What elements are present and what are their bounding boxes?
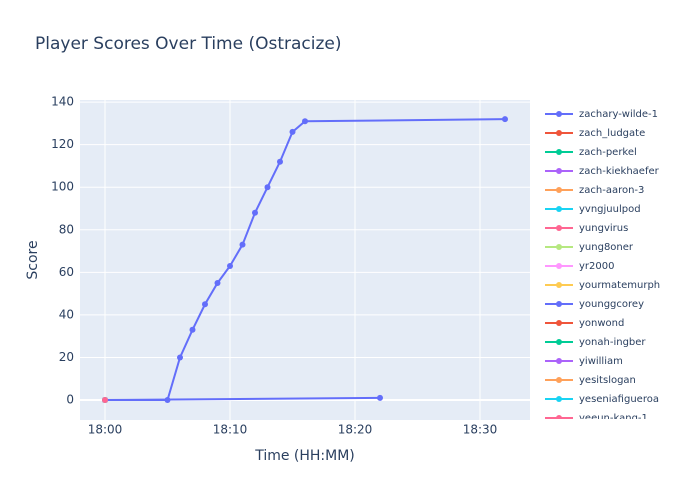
legend-label: younggcorey — [579, 299, 644, 310]
legend-marker — [556, 130, 562, 136]
data-point — [227, 262, 233, 269]
legend-label: zach-kiekhaefer — [579, 166, 660, 177]
data-point — [252, 209, 258, 216]
data-point — [264, 184, 271, 191]
legend-marker — [556, 282, 562, 288]
legend-label: yeseniafigueroa — [579, 394, 659, 405]
y-tick-label: 40 — [59, 307, 74, 321]
legend-marker — [556, 263, 562, 269]
legend-label: yungvirus — [579, 223, 628, 234]
legend-marker — [556, 187, 562, 193]
legend-marker — [556, 168, 562, 174]
legend-label: zach_ludgate — [579, 128, 645, 139]
data-point — [502, 116, 508, 123]
y-axis-title: Score — [25, 240, 41, 279]
data-point — [214, 279, 221, 286]
legend-label: yung8oner — [579, 242, 634, 253]
legend-marker — [556, 415, 562, 419]
series-line — [105, 118, 506, 401]
legend-marker — [556, 206, 562, 212]
legend-marker — [556, 377, 562, 383]
legend-label: yonwond — [579, 318, 624, 329]
y-tick-label: 60 — [59, 265, 74, 279]
legend-label: yesitslogan — [579, 375, 636, 386]
y-tick-label: 100 — [51, 180, 74, 194]
y-tick-label: 120 — [51, 137, 74, 151]
legend-label: zachary-wilde-1 — [579, 109, 658, 120]
data-point — [289, 128, 296, 135]
y-tick-label: 0 — [66, 393, 74, 407]
data-point — [302, 118, 308, 125]
legend-label: yvngjuulpod — [579, 204, 641, 215]
data-point — [377, 394, 383, 401]
chart-title: Player Scores Over Time (Ostracize) — [35, 34, 342, 54]
data-point — [177, 354, 183, 361]
legend-marker — [556, 111, 562, 117]
legend-marker — [556, 396, 562, 402]
x-tick-label: 18:20 — [338, 423, 373, 437]
y-tick-label: 140 — [51, 95, 74, 109]
x-tick-label: 18:30 — [463, 423, 498, 437]
data-point — [189, 326, 196, 333]
data-point — [102, 397, 108, 403]
x-tick-label: 18:00 — [88, 423, 123, 437]
data-point — [202, 301, 208, 308]
data-point — [277, 158, 283, 165]
plot-area — [80, 100, 530, 420]
y-tick-label: 20 — [59, 350, 74, 364]
y-tick-label: 80 — [59, 222, 74, 236]
legend-marker — [556, 225, 562, 231]
x-tick-label: 18:10 — [213, 423, 248, 437]
legend-label: yiwilliam — [579, 356, 623, 367]
x-axis-title: Time (HH:MM) — [254, 448, 355, 464]
legend-marker — [556, 320, 562, 326]
legend-marker — [556, 339, 562, 345]
data-point — [239, 241, 246, 248]
legend-marker — [556, 149, 562, 155]
legend-label: yonah-ingber — [579, 337, 646, 348]
legend-label: zach-perkel — [579, 147, 637, 158]
legend-marker — [556, 358, 562, 364]
legend-label: zach-aaron-3 — [579, 185, 644, 196]
legend-marker — [556, 244, 562, 250]
legend-marker — [556, 301, 562, 307]
legend-label: yourmatemurph — [579, 280, 660, 291]
legend-label: yeeun-kang-1 — [579, 413, 648, 424]
data-point — [164, 397, 171, 403]
legend-label: yr2000 — [579, 261, 614, 272]
